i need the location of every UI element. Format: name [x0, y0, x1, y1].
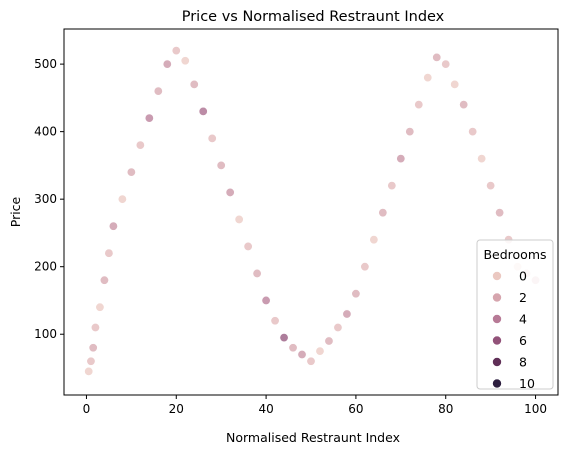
data-point	[162, 59, 172, 69]
legend-marker	[492, 314, 502, 324]
y-tick-label: 400	[34, 125, 57, 139]
data-point	[324, 336, 334, 346]
legend-marker	[492, 357, 502, 367]
legend-label: 6	[519, 333, 527, 348]
data-point	[198, 106, 208, 116]
data-point	[90, 322, 100, 332]
legend-items: 0 2 4 6 8 10	[492, 269, 535, 391]
data-point	[369, 235, 379, 245]
data-point	[216, 160, 226, 170]
data-point	[396, 154, 406, 164]
data-point	[288, 343, 298, 353]
legend: Bedrooms 0 2 4 6 8 10	[476, 239, 554, 391]
data-point	[243, 241, 253, 251]
legend-label: 4	[519, 312, 527, 327]
data-points	[84, 46, 541, 376]
data-point	[441, 59, 451, 69]
data-point	[459, 100, 469, 110]
legend-label: 0	[519, 269, 527, 284]
x-tick-label: 80	[438, 402, 453, 416]
data-point	[423, 73, 433, 83]
data-point	[171, 46, 181, 56]
data-point	[333, 322, 343, 332]
data-point	[306, 356, 316, 366]
y-tick-label: 300	[34, 192, 57, 206]
legend-label: 8	[519, 355, 527, 370]
data-point	[432, 52, 442, 62]
data-point	[387, 181, 397, 191]
data-point	[126, 167, 136, 177]
legend-marker	[492, 378, 502, 389]
data-point	[189, 79, 199, 89]
legend-marker	[492, 335, 502, 346]
data-point	[495, 208, 505, 218]
x-tick-label: 0	[83, 402, 91, 416]
legend-label: 2	[519, 290, 527, 305]
data-point	[225, 187, 235, 197]
data-point	[477, 154, 487, 164]
data-point	[342, 309, 352, 319]
data-point	[95, 302, 105, 312]
data-point	[351, 289, 361, 299]
data-point	[88, 343, 98, 353]
plot-frame	[63, 28, 559, 396]
y-axis-label: Price	[8, 196, 23, 227]
data-point	[315, 346, 325, 356]
data-point	[414, 100, 424, 110]
data-point	[135, 140, 145, 150]
data-point	[468, 127, 478, 137]
y-tick-label: 200	[34, 260, 57, 274]
data-point	[144, 113, 154, 123]
data-point	[99, 275, 109, 285]
y-tick-label: 500	[34, 57, 57, 71]
data-point	[378, 208, 388, 218]
data-point	[486, 181, 496, 191]
legend-box	[476, 239, 554, 390]
data-point	[104, 248, 114, 258]
legend-marker	[492, 292, 502, 303]
legend-title: Bedrooms	[483, 247, 546, 262]
data-point	[108, 221, 118, 231]
data-point	[279, 333, 289, 343]
legend-marker	[492, 271, 502, 281]
legend-label: 10	[519, 376, 535, 391]
data-point	[270, 316, 280, 326]
data-point	[261, 295, 271, 305]
data-point	[450, 79, 460, 89]
x-tick-label: 20	[169, 402, 184, 416]
data-point	[234, 214, 244, 224]
data-point	[180, 56, 190, 66]
x-tick-label: 40	[258, 402, 273, 416]
data-point	[153, 86, 163, 96]
y-axis: 100 200 300 400 500	[34, 57, 64, 341]
x-axis-label: Normalised Restraunt Index	[226, 430, 400, 445]
data-point	[117, 194, 127, 204]
data-point	[297, 349, 307, 359]
x-axis: 0 20 40 60 80 100	[83, 395, 547, 416]
data-point	[207, 133, 217, 143]
x-tick-label: 100	[524, 402, 547, 416]
data-point	[252, 268, 262, 278]
data-point	[360, 262, 370, 272]
data-point	[405, 127, 415, 137]
chart-title: Price vs Normalised Restraunt Index	[182, 9, 445, 25]
data-point	[86, 356, 96, 366]
data-point	[84, 366, 94, 376]
y-tick-label: 100	[34, 327, 57, 341]
x-tick-label: 60	[348, 402, 363, 416]
